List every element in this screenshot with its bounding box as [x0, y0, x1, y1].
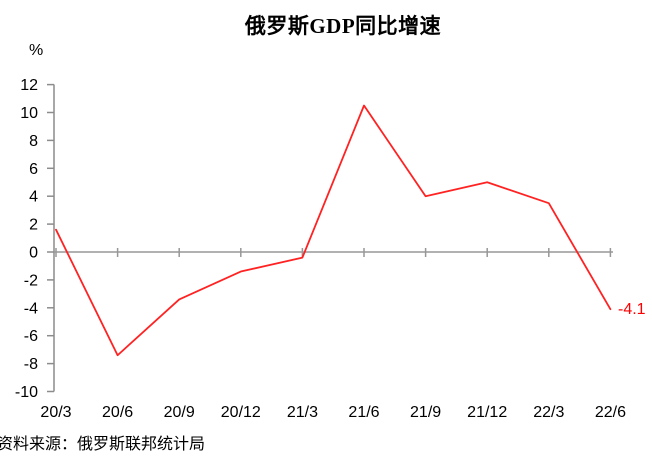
x-tick-label: 20/6: [102, 404, 133, 421]
y-tick-label: -8: [24, 356, 38, 373]
y-tick-label: 4: [29, 189, 38, 206]
y-tick-label: 8: [29, 133, 38, 150]
y-tick-label: -2: [24, 272, 38, 289]
y-tick-label: 6: [29, 161, 38, 178]
y-tick-label: -4: [24, 300, 38, 317]
last-value-annotation: -4.1: [618, 301, 646, 318]
y-axis-unit-label: %: [29, 42, 44, 59]
chart-title: 俄罗斯GDP同比增速: [244, 14, 442, 38]
x-tick-label: 21/3: [287, 404, 318, 421]
x-tick-label: 22/6: [595, 404, 626, 421]
y-axis-labels: 12 10 8 6 4 2 0 -2 -4 -6 -8 -10: [15, 77, 38, 401]
y-tick-label: 10: [20, 105, 38, 122]
x-tick-label: 21/12: [467, 404, 507, 421]
x-tick-label: 22/3: [533, 404, 564, 421]
gdp-line-series: [55, 104, 612, 357]
y-tick-label: 0: [29, 245, 38, 262]
x-tick-label: 20/12: [221, 404, 261, 421]
x-axis-labels: 20/3 20/6 20/9 20/12 21/3 21/6 21/9 21/12 22/3 22…: [40, 404, 626, 421]
y-tick-label: 2: [29, 217, 38, 234]
x-tick-label: 21/6: [348, 404, 379, 421]
x-tick-label: 20/3: [40, 404, 71, 421]
x-tick-label: 20/9: [164, 404, 195, 421]
x-axis-ticks: [55, 248, 612, 257]
y-tick-label: -6: [24, 328, 38, 345]
source-note: 资料来源：俄罗斯联邦统计局: [0, 436, 206, 453]
y-tick-label: 12: [20, 77, 38, 94]
x-tick-label: 21/9: [410, 404, 441, 421]
y-tick-label: -10: [15, 384, 38, 401]
y-axis-ticks: [47, 83, 54, 393]
